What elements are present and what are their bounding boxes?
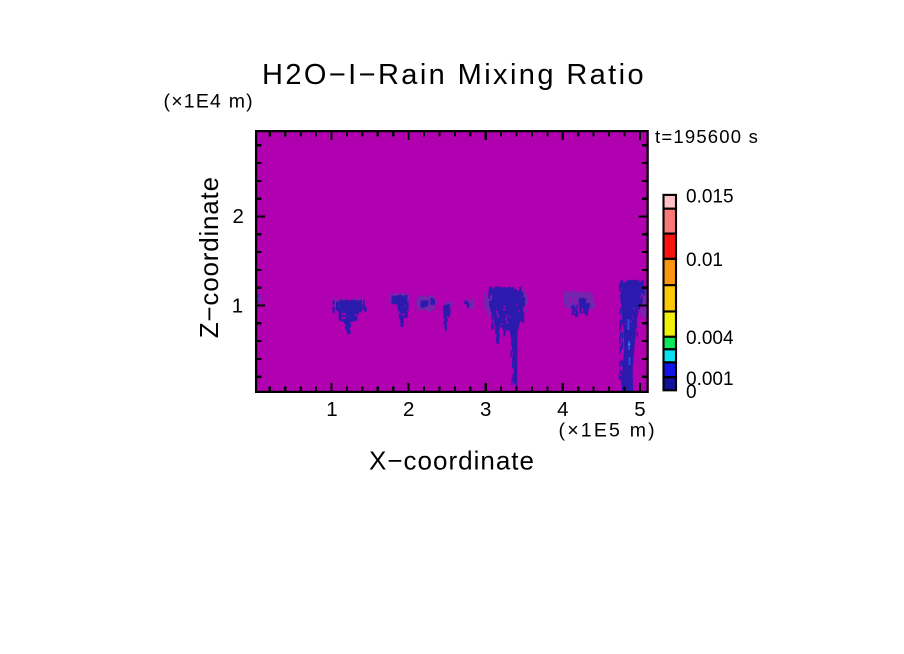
svg-text:0.004: 0.004 [686, 328, 734, 349]
svg-text:X−coordinate: X−coordinate [369, 446, 535, 476]
svg-text:2: 2 [403, 398, 414, 421]
svg-text:5: 5 [634, 398, 645, 421]
svg-text:0: 0 [686, 382, 697, 403]
svg-text:t=195600 s: t=195600 s [655, 126, 759, 147]
svg-text:(×1E5 m): (×1E5 m) [559, 420, 657, 442]
svg-text:0.01: 0.01 [686, 250, 723, 271]
svg-text:0.001: 0.001 [686, 369, 734, 390]
svg-text:(×1E4 m): (×1E4 m) [164, 91, 254, 113]
svg-text:1: 1 [232, 295, 243, 318]
svg-text:H2O−I−Rain Mixing Ratio: H2O−I−Rain Mixing Ratio [262, 59, 646, 91]
svg-text:4: 4 [557, 398, 568, 421]
svg-text:3: 3 [480, 398, 491, 421]
svg-text:Z−coordinate: Z−coordinate [194, 176, 224, 338]
svg-text:2: 2 [232, 205, 243, 228]
svg-text:0.015: 0.015 [686, 187, 734, 208]
svg-text:1: 1 [326, 398, 337, 421]
